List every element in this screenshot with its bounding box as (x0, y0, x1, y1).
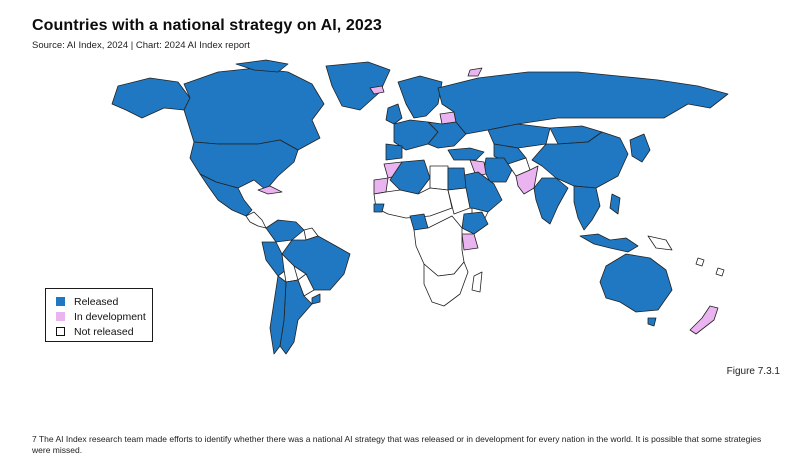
region-central-america (245, 211, 267, 229)
region-eastern-europe (427, 121, 467, 149)
region-novaya-zemlya (467, 67, 483, 77)
region-egypt (447, 167, 467, 191)
map-legend: Released In development Not released (45, 288, 153, 342)
region-iberia (385, 143, 403, 161)
region-uruguay (311, 293, 321, 305)
region-sudan (447, 187, 471, 215)
region-western-sahara (373, 177, 389, 195)
region-libya (429, 165, 449, 191)
legend-swatch-in-development (56, 312, 65, 321)
region-turkey (447, 147, 485, 161)
region-russia (437, 71, 729, 135)
region-kenya (461, 233, 479, 251)
footnote: 7 The AI Index research team made effort… (32, 434, 762, 455)
legend-item-not-released: Not released (56, 324, 152, 339)
region-senegal (373, 203, 385, 213)
legend-label-not-released: Not released (74, 325, 134, 338)
region-madagascar (471, 271, 483, 293)
world-map-svg (111, 59, 729, 355)
region-india (533, 177, 569, 225)
region-sahel (373, 187, 453, 219)
region-southeast-asia (573, 185, 601, 231)
figure-label: Figure 7.3.1 (726, 366, 780, 377)
region-scandinavia (397, 75, 443, 119)
world-map (98, 58, 758, 358)
region-mexico (199, 173, 253, 217)
legend-label-released: Released (74, 295, 119, 308)
chart-source: Source: AI Index, 2024 | Chart: 2024 AI … (32, 40, 250, 51)
region-southern-africa (423, 261, 469, 307)
region-philippines (609, 193, 621, 215)
region-alaska (111, 77, 191, 119)
legend-swatch-released (56, 297, 65, 306)
region-chile (269, 275, 287, 355)
region-korea-japan (629, 133, 651, 163)
region-china (531, 131, 629, 189)
region-iraq (469, 159, 487, 177)
region-australia (599, 253, 673, 313)
region-canada (183, 67, 325, 151)
legend-item-in-development: In development (56, 309, 152, 324)
region-svalbard (369, 85, 385, 95)
chart-title: Countries with a national strategy on AI… (32, 17, 382, 34)
region-canadian-arctic (235, 59, 289, 73)
region-indonesia (579, 233, 639, 253)
region-pacific-islands (695, 257, 725, 277)
region-ethiopia (461, 211, 489, 235)
legend-item-released: Released (56, 294, 152, 309)
region-cuba (257, 185, 283, 195)
region-colombia-venezuela (265, 219, 305, 243)
region-papua-new-guinea (647, 235, 673, 251)
region-uk-ireland (385, 103, 403, 125)
legend-swatch-not-released (56, 327, 65, 336)
region-greenland (325, 61, 391, 111)
region-new-zealand (689, 305, 719, 335)
region-tasmania (647, 317, 657, 327)
legend-label-in-development: In development (74, 310, 146, 323)
